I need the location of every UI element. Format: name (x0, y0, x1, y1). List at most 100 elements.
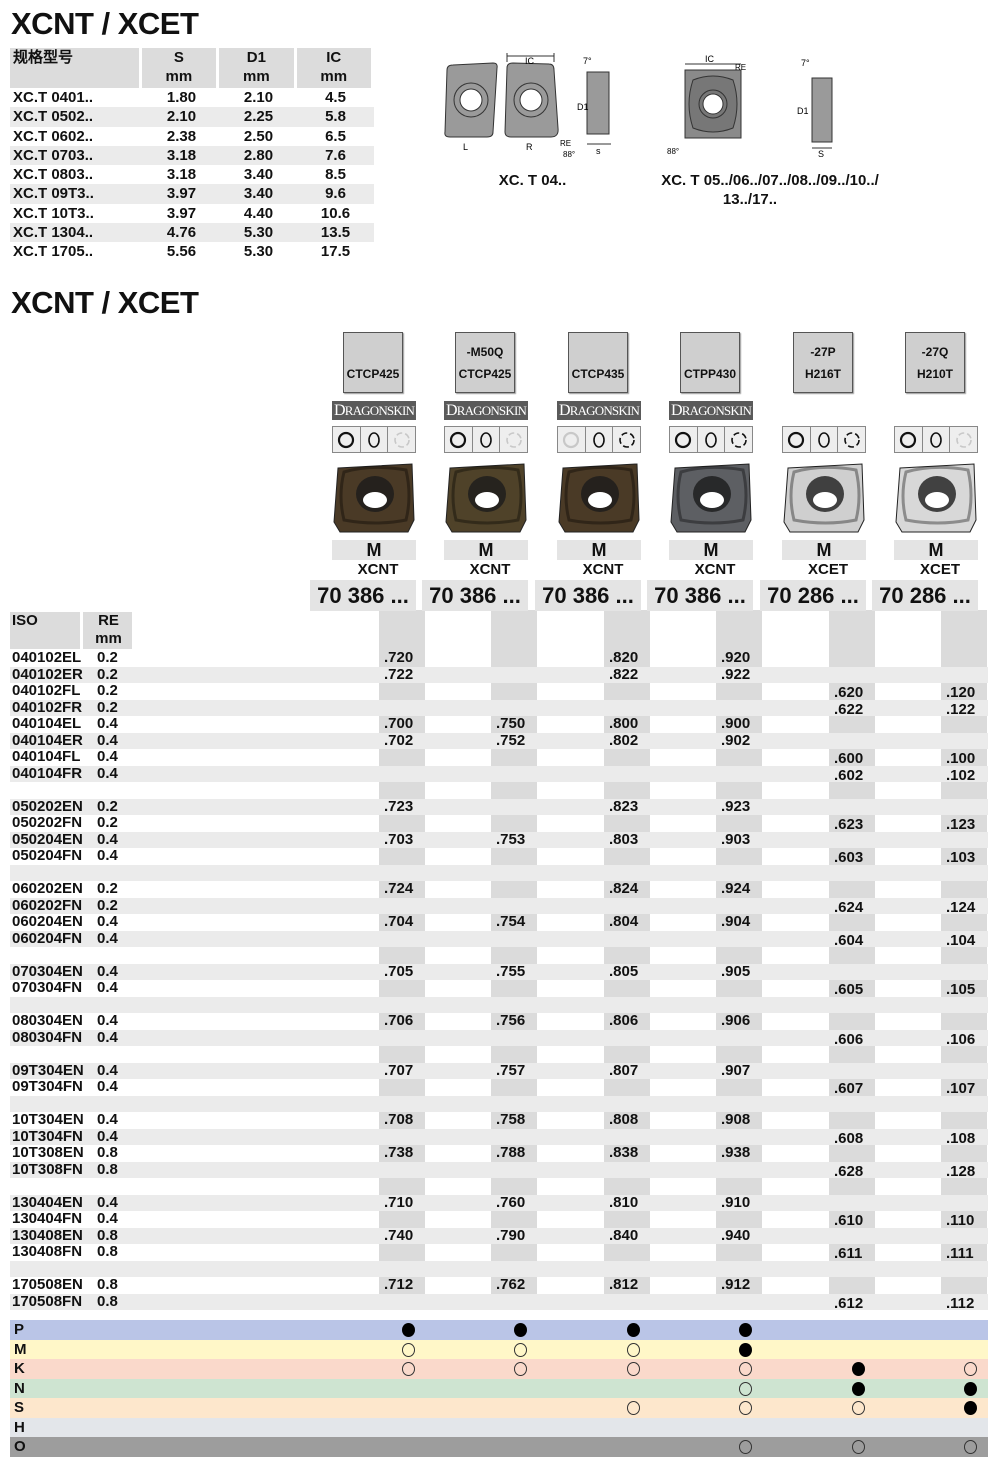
re-label-large: RE (735, 63, 746, 72)
right-diagram-caption-2: 13../17.. (722, 191, 778, 208)
primary-application-icon (739, 1323, 752, 1337)
spacer-row (10, 947, 988, 964)
iso-code: 130408FN (12, 1243, 83, 1260)
article-suffix: .103 (946, 849, 976, 866)
corner-radius: 0.2 (97, 649, 118, 666)
roughing-icon (558, 427, 586, 452)
article-suffix: .111 (946, 1245, 974, 1262)
article-suffix: .902 (721, 731, 751, 749)
corner-radius: 0.4 (97, 929, 118, 947)
dragonskin-badge: DRAGONSKIN (557, 401, 641, 420)
corner-radius: 0.4 (97, 830, 118, 848)
iso-code: 130408EN (12, 1226, 83, 1244)
corner-radius: 0.4 (97, 1061, 118, 1079)
dim-value: 10.6 (320, 204, 351, 222)
article-suffix: .722 (384, 665, 414, 683)
article-suffix: .706 (384, 1012, 414, 1029)
article-suffix: .128 (946, 1162, 976, 1180)
dim-value: 13.5 (320, 224, 351, 242)
corner-radius: 0.4 (97, 1193, 118, 1211)
roughing-icon (333, 427, 361, 452)
operation-icons (782, 426, 866, 453)
material-label: O (14, 1438, 26, 1455)
dimensions-row: XC.T 0502.. 2.10 2.25 5.8 (10, 107, 374, 127)
article-suffix: .790 (496, 1226, 526, 1244)
article-suffix: .622 (834, 700, 864, 718)
article-suffix: .120 (946, 684, 976, 701)
article-suffix: .105 (946, 981, 976, 998)
d1-label: D1 (577, 102, 589, 112)
article-suffix: .740 (384, 1226, 414, 1244)
spacer-row (10, 1178, 988, 1195)
iso-header: ISO (10, 612, 80, 649)
insert-l-drawing (444, 62, 498, 138)
primary-application-icon (964, 1401, 977, 1415)
secondary-application-icon (402, 1342, 415, 1357)
dim-value: 2.10 (243, 89, 274, 106)
article-suffix: .108 (946, 1129, 976, 1147)
dimensions-row: XC.T 1705.. 5.56 5.30 17.5 (10, 242, 374, 261)
type-code: XC.T 0602.. (13, 127, 94, 145)
dim-value: 3.40 (243, 185, 274, 203)
dim-value: 8.5 (325, 166, 346, 184)
dragonskin-first: D (333, 402, 346, 419)
type-code: XC.T 0703.. (13, 146, 94, 164)
dragonskin-first: D (445, 402, 458, 419)
table-row: 060202FN 0.2 .624 .124 (10, 896, 988, 915)
article-suffix: .820 (609, 649, 639, 666)
spacer-row (10, 1260, 988, 1277)
table-row: 130408FN 0.8 .611 .111 (10, 1243, 988, 1262)
dim-value: 5.8 (325, 108, 346, 126)
angle-7-label-large: 7° (801, 58, 810, 68)
material-row-p: P (10, 1320, 988, 1340)
primary-application-icon (514, 1323, 527, 1337)
article-suffix: .808 (609, 1111, 639, 1128)
primary-application-icon (852, 1362, 865, 1376)
finishing-icon (838, 427, 866, 452)
table-row: 050202EN 0.2 .723 .823 .923 (10, 797, 988, 815)
insert-image (332, 460, 416, 540)
chipbreaker-label: -27Q (921, 345, 949, 359)
table-row: 060204EN 0.4 .704 .754 .804 .904 (10, 913, 988, 931)
article-suffix: .806 (609, 1012, 639, 1029)
corner-radius: 0.2 (97, 896, 118, 914)
operation-icons (332, 426, 416, 453)
article-suffix: .753 (496, 830, 526, 848)
dragonskin-rest: RAGONSKIN (344, 403, 415, 418)
dim-value: 3.18 (166, 166, 197, 184)
spacer-row (10, 996, 988, 1013)
table-row: 060202EN 0.2 .724 .824 .924 (10, 880, 988, 898)
secondary-application-icon (852, 1401, 865, 1415)
iso-code: 040104FR (12, 764, 83, 782)
article-suffix: .723 (384, 797, 414, 815)
iso-code: 170508EN (12, 1276, 83, 1293)
corner-radius: 0.4 (97, 1078, 118, 1095)
table-row: 130404FN 0.4 .610 .110 (10, 1210, 988, 1228)
article-suffix: .912 (721, 1276, 751, 1293)
re-label: RE (560, 139, 571, 148)
article-suffix: .603 (834, 849, 864, 866)
family-label: XCET (807, 561, 848, 578)
dim-value: 4.5 (325, 89, 346, 106)
angle-7-label: 7° (583, 56, 592, 66)
article-suffix: .712 (384, 1276, 414, 1293)
corner-radius: 0.2 (97, 698, 118, 716)
dim-value: 2.38 (166, 127, 197, 145)
corner-radius: 0.2 (97, 814, 118, 831)
iso-code: 130404FN (12, 1210, 83, 1227)
s-label: s (596, 146, 601, 156)
header-ic-label: IC (326, 49, 342, 66)
article-suffix: .754 (496, 913, 526, 930)
column-shade (941, 610, 987, 1310)
operation-icons (444, 426, 528, 453)
re-header-label: RE (98, 612, 119, 629)
table-row: 080304EN 0.4 .706 .756 .806 .906 (10, 1012, 988, 1030)
grade-box: -27Q H210T (905, 332, 965, 393)
article-suffix: .104 (946, 931, 976, 949)
re-header-unit: mm (95, 630, 122, 647)
dimensions-row: XC.T 09T3.. 3.97 3.40 9.6 (10, 184, 374, 204)
ic-label: IC (525, 56, 535, 66)
secondary-application-icon (514, 1342, 527, 1357)
dim-value: 2.10 (166, 108, 197, 126)
order-number: 70 386 ... (310, 580, 416, 611)
